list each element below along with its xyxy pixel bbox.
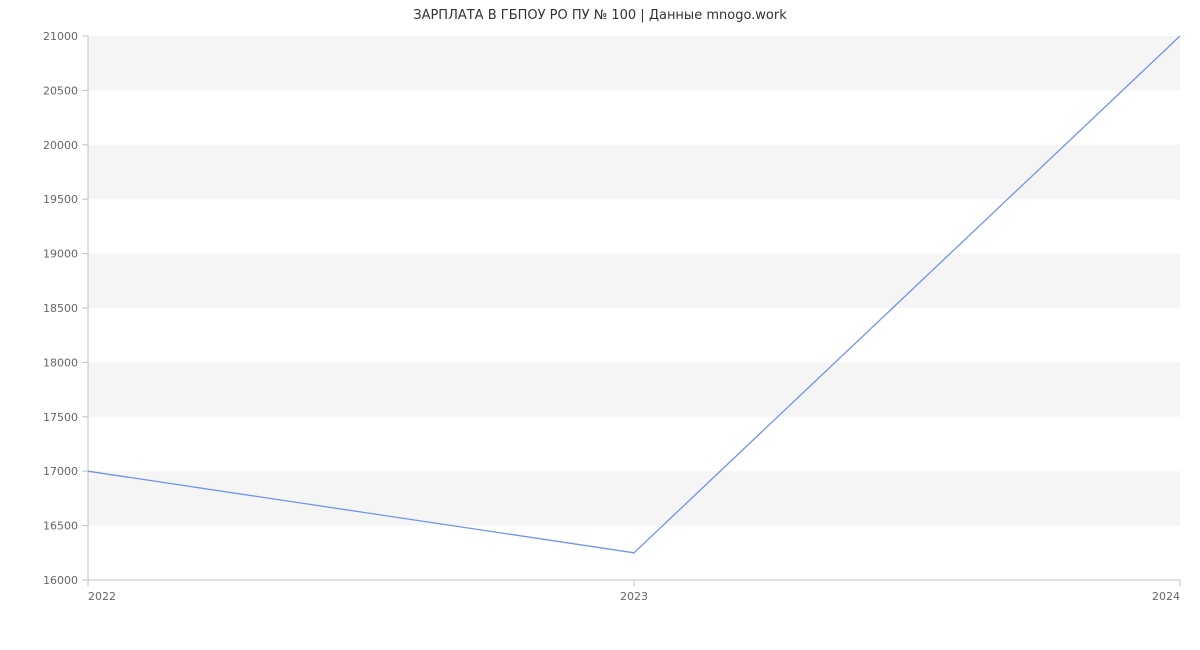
y-tick-label: 17000 [43, 465, 78, 478]
y-tick-label: 19000 [43, 248, 78, 261]
grid-band [88, 36, 1180, 90]
y-tick-label: 16000 [43, 574, 78, 587]
chart-title: ЗАРПЛАТА В ГБПОУ РО ПУ № 100 | Данные mn… [0, 8, 1200, 23]
y-tick-label: 18500 [43, 302, 78, 315]
salary-chart: ЗАРПЛАТА В ГБПОУ РО ПУ № 100 | Данные mn… [0, 0, 1200, 650]
grid-band [88, 254, 1180, 308]
y-tick-label: 17500 [43, 411, 78, 424]
grid-band [88, 362, 1180, 416]
y-tick-label: 18000 [43, 356, 78, 369]
x-tick-label: 2024 [1152, 590, 1180, 603]
x-tick-label: 2022 [88, 590, 116, 603]
y-tick-label: 20500 [43, 84, 78, 97]
y-tick-label: 19500 [43, 193, 78, 206]
x-tick-label: 2023 [620, 590, 648, 603]
grid-band [88, 471, 1180, 525]
y-tick-label: 16500 [43, 520, 78, 533]
chart-svg: 16000 16500 17000 17500 18000 18500 19000 19500… [0, 0, 1200, 650]
y-tick-label: 20000 [43, 139, 78, 152]
y-tick-label: 21000 [43, 30, 78, 43]
